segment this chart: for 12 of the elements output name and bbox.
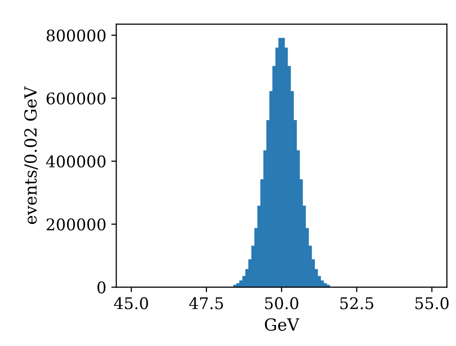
y-tick-label: 200000 <box>46 218 106 230</box>
y-axis-title: events/0.02 GeV <box>24 86 38 224</box>
y-tick-label: 600000 <box>46 92 106 105</box>
x-tick-label: 50.0 <box>265 297 298 310</box>
x-axis-title: GeV <box>264 318 300 331</box>
x-tick-label: 45.0 <box>114 297 148 310</box>
y-tick-label: 400000 <box>46 155 106 168</box>
x-tick-label: 47.5 <box>189 297 223 310</box>
y-tick-label: 800000 <box>46 29 106 42</box>
x-tick-label: 55.0 <box>415 297 449 310</box>
y-tick-label: 0 <box>97 281 106 294</box>
x-tick-label: 52.5 <box>340 297 374 310</box>
